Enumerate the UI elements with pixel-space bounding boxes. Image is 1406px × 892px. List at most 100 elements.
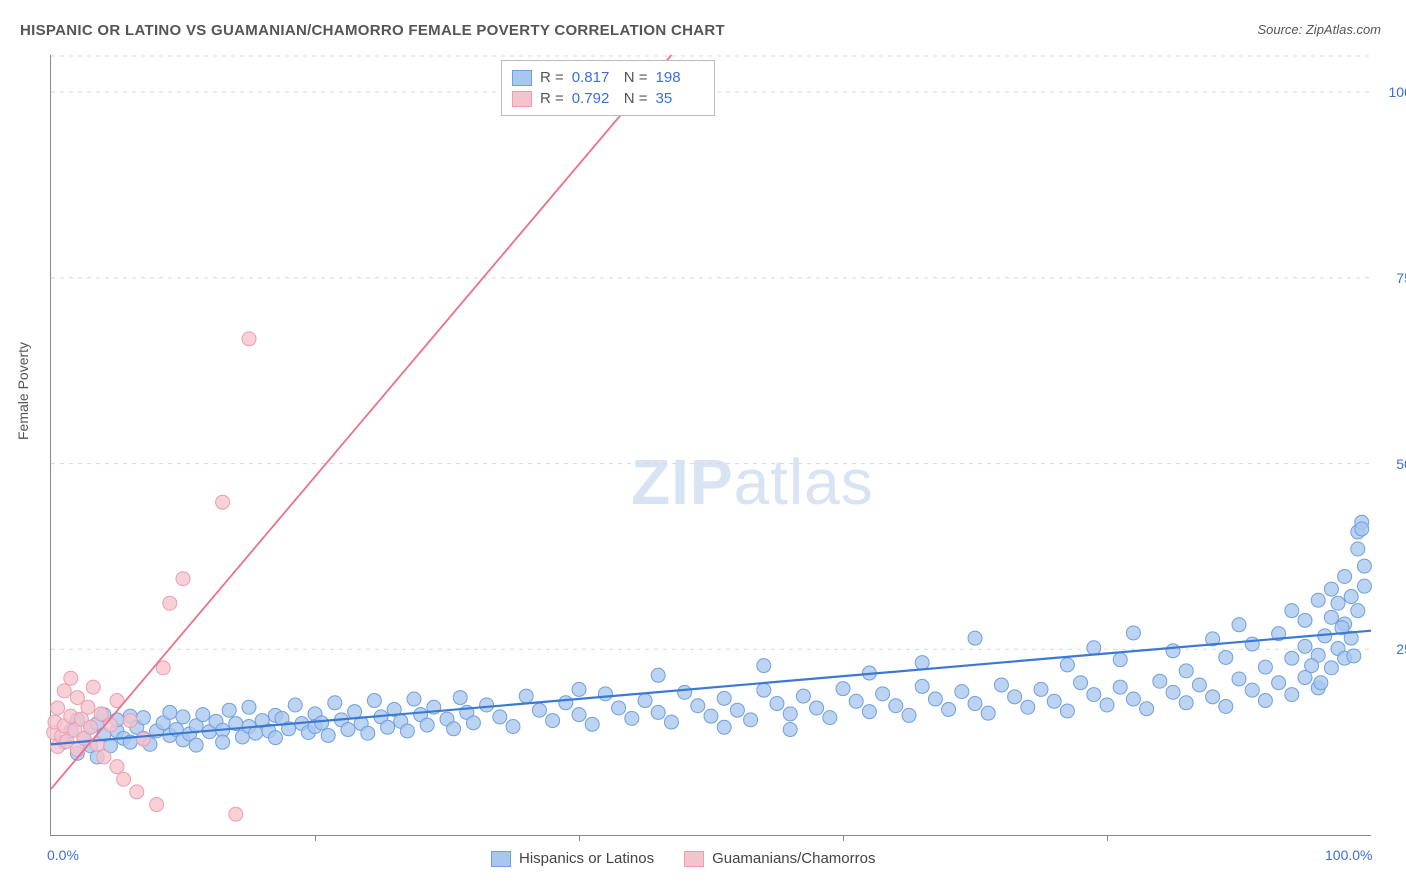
data-point (242, 332, 256, 346)
data-point (1245, 637, 1259, 651)
data-point (876, 687, 890, 701)
chart-area: ZIPatlas R =0.817N =198R =0.792N = 35 25… (50, 55, 1370, 835)
data-point (216, 735, 230, 749)
trend-line (51, 55, 671, 789)
n-value: 35 (656, 90, 700, 107)
data-point (1298, 639, 1312, 653)
data-point (176, 710, 190, 724)
data-point (1060, 704, 1074, 718)
data-point (744, 713, 758, 727)
legend-label: Hispanics or Latinos (519, 850, 654, 867)
data-point (268, 731, 282, 745)
data-point (117, 772, 131, 786)
data-point (381, 720, 395, 734)
data-point (1153, 674, 1167, 688)
data-point (1179, 696, 1193, 710)
data-point (546, 714, 560, 728)
data-point (1113, 653, 1127, 667)
x-tick-mark (843, 835, 844, 841)
y-tick-label: 75.0% (1396, 270, 1406, 286)
data-point (480, 698, 494, 712)
data-point (81, 700, 95, 714)
legend-swatch (512, 91, 532, 107)
data-point (64, 671, 78, 685)
data-point (823, 711, 837, 725)
data-point (1344, 590, 1358, 604)
data-point (757, 659, 771, 673)
x-tick-mark (579, 835, 580, 841)
r-value: 0.817 (572, 69, 616, 86)
data-point (559, 696, 573, 710)
data-point (242, 700, 256, 714)
data-point (1166, 644, 1180, 658)
data-point (1126, 692, 1140, 706)
data-point (1034, 682, 1048, 696)
data-point (981, 706, 995, 720)
x-tick-mark (315, 835, 316, 841)
data-point (1060, 658, 1074, 672)
legend-label: Guamanians/Chamorros (712, 850, 875, 867)
data-point (1021, 700, 1035, 714)
y-tick-label: 50.0% (1396, 456, 1406, 472)
data-point (1357, 579, 1371, 593)
data-point (57, 684, 71, 698)
source-label: Source: ZipAtlas.com (1257, 22, 1381, 37)
data-point (97, 750, 111, 764)
data-point (1331, 596, 1345, 610)
data-point (176, 572, 190, 586)
data-point (367, 694, 381, 708)
data-point (94, 707, 108, 721)
data-point (1272, 676, 1286, 690)
data-point (717, 691, 731, 705)
data-point (1126, 626, 1140, 640)
data-point (717, 720, 731, 734)
data-point (1087, 688, 1101, 702)
data-point (328, 696, 342, 710)
data-point (572, 682, 586, 696)
data-point (612, 701, 626, 715)
data-point (1355, 522, 1369, 536)
data-point (189, 738, 203, 752)
data-point (928, 692, 942, 706)
y-axis-label: Female Poverty (15, 342, 31, 440)
n-value: 198 (656, 69, 700, 86)
data-point (1258, 694, 1272, 708)
data-point (757, 683, 771, 697)
x-tick-label: 100.0% (1325, 847, 1372, 863)
data-point (1166, 685, 1180, 699)
data-point (1074, 676, 1088, 690)
data-point (86, 680, 100, 694)
x-tick-mark (1107, 835, 1108, 841)
data-point (136, 732, 150, 746)
data-point (315, 716, 329, 730)
data-point (1285, 604, 1299, 618)
data-point (1347, 649, 1361, 663)
data-point (572, 708, 586, 722)
legend-item: Guamanians/Chamorros (684, 850, 875, 867)
data-point (664, 715, 678, 729)
data-point (229, 807, 243, 821)
legend-swatch (684, 851, 704, 867)
data-point (955, 685, 969, 699)
data-point (1192, 678, 1206, 692)
data-point (519, 689, 533, 703)
data-point (400, 724, 414, 738)
legend-swatch (512, 70, 532, 86)
data-point (730, 703, 744, 717)
data-point (770, 697, 784, 711)
data-point (1338, 569, 1352, 583)
x-tick-label: 0.0% (47, 847, 79, 863)
data-point (196, 708, 210, 722)
data-point (625, 711, 639, 725)
data-point (1047, 694, 1061, 708)
data-point (216, 495, 230, 509)
n-label: N = (624, 90, 648, 107)
data-point (889, 699, 903, 713)
data-point (849, 694, 863, 708)
r-label: R = (540, 90, 564, 107)
data-point (341, 723, 355, 737)
data-point (638, 694, 652, 708)
data-point (1232, 672, 1246, 686)
data-point (130, 785, 144, 799)
data-point (1314, 676, 1328, 690)
